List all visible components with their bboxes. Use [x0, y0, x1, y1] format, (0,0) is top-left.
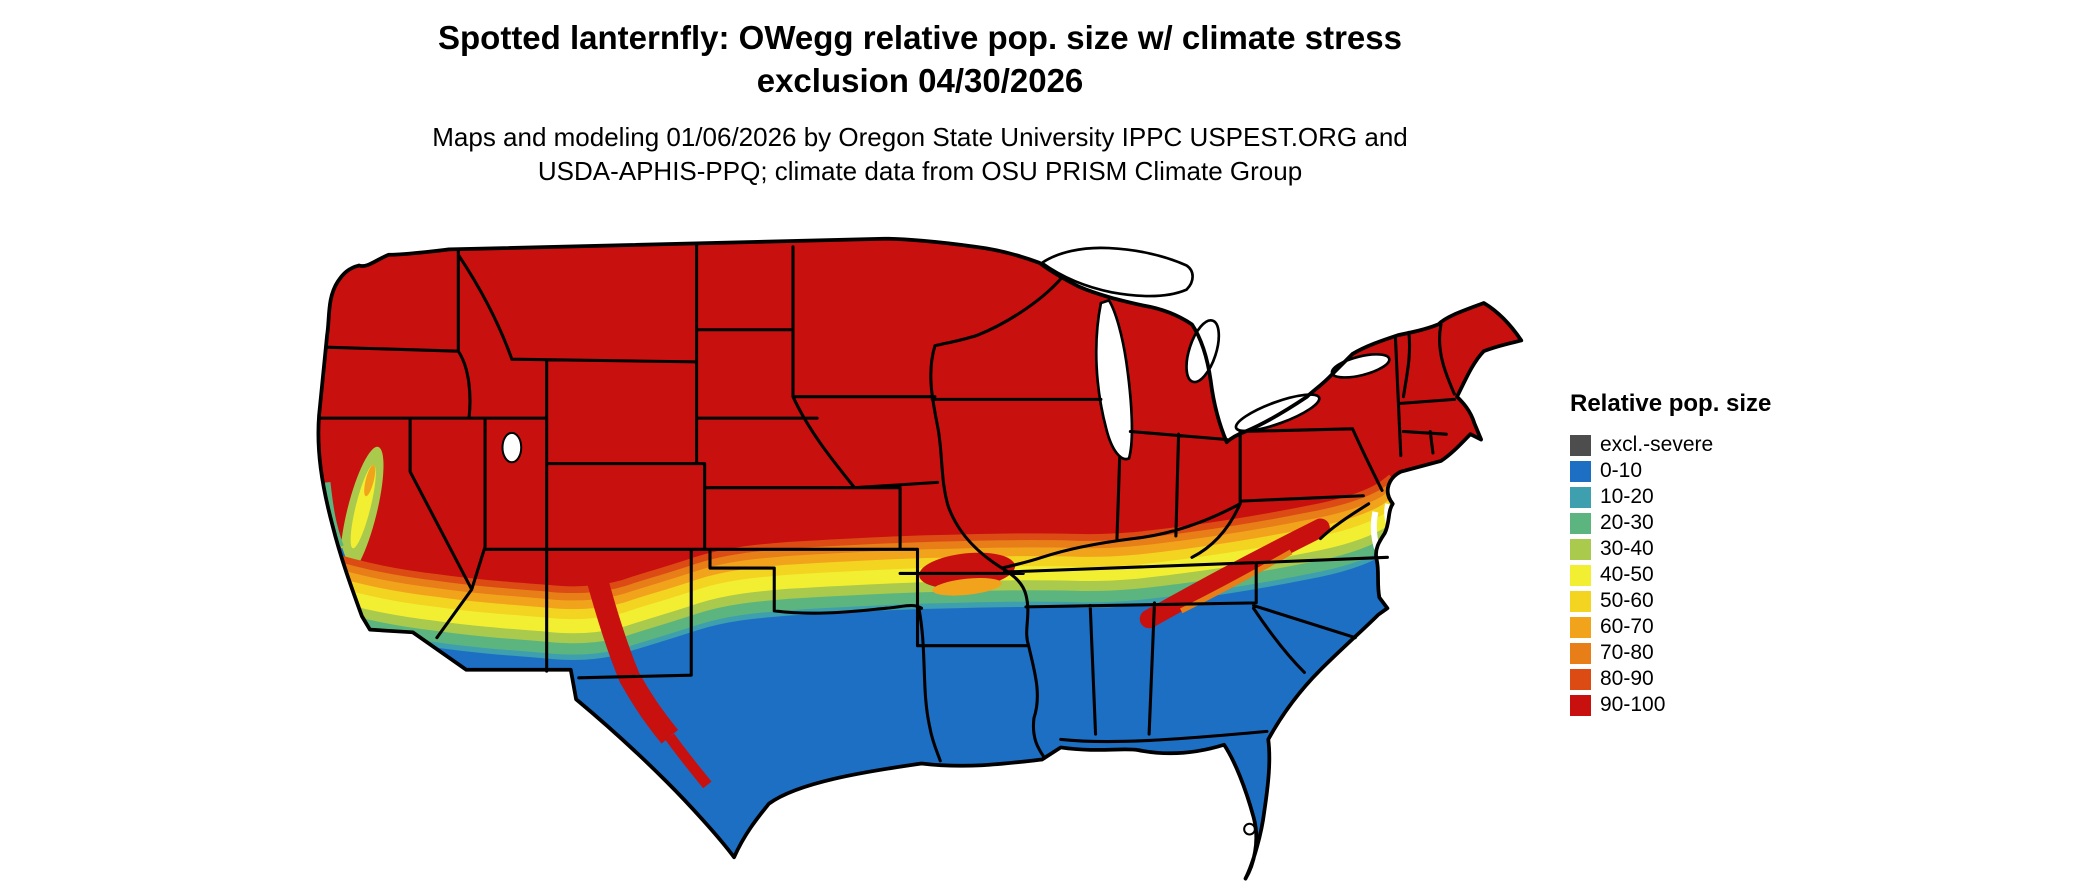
raster-ozark-orange-rim: [932, 578, 1002, 596]
legend-entry: 90-100: [1570, 692, 1771, 718]
legend-swatch: [1570, 564, 1591, 586]
legend-entry: excl.-severe: [1570, 432, 1771, 458]
legend-swatch: [1570, 512, 1591, 534]
legend-entry: 50-60: [1570, 588, 1771, 614]
legend-swatch: [1570, 694, 1591, 716]
legend-swatch: [1570, 668, 1591, 690]
legend-entry: 60-70: [1570, 614, 1771, 640]
legend-entry-label: 60-70: [1600, 615, 1654, 638]
legend-entry: 30-40: [1570, 536, 1771, 562]
legend-entry-label: 50-60: [1600, 589, 1654, 612]
legend-swatch: [1570, 460, 1591, 482]
subtitle-line-1: Maps and modeling 01/06/2026 by Oregon S…: [432, 122, 1408, 152]
raster-rio-grande-red: [665, 733, 712, 789]
raster-california-valley: [340, 446, 384, 577]
lake-michigan: [1094, 298, 1134, 461]
legend-entry-label: 0-10: [1600, 459, 1643, 482]
page-title: Spotted lanternfly: OWegg relative pop. …: [0, 16, 1840, 102]
legend-swatch: [1570, 434, 1591, 456]
us-raster-map: [316, 236, 1524, 881]
legend-entry: 80-90: [1570, 666, 1771, 692]
state-borders: [317, 242, 1456, 763]
page-subtitle: Maps and modeling 01/06/2026 by Oregon S…: [0, 120, 1840, 188]
legend-entry-label: excl.-severe: [1600, 433, 1714, 456]
title-line-2: exclusion 04/30/2026: [756, 62, 1084, 99]
legend-entry-label: 20-30: [1600, 511, 1654, 534]
lake-superior: [1039, 246, 1194, 298]
legend-swatch: [1570, 616, 1591, 638]
legend-entry: 70-80: [1570, 640, 1771, 666]
lake-okeechobee: [1243, 822, 1256, 836]
legend-entry-label: 40-50: [1600, 563, 1654, 586]
legend-swatch: [1570, 590, 1591, 612]
legend-entry-label: 10-20: [1600, 485, 1654, 508]
legend-entry-label: 80-90: [1600, 667, 1654, 690]
title-line-1: Spotted lanternfly: OWegg relative pop. …: [438, 19, 1402, 56]
legend-entry: 10-20: [1570, 484, 1771, 510]
legend-title: Relative pop. size: [1570, 390, 1772, 417]
legend-swatch: [1570, 538, 1591, 560]
legend-entry: 20-30: [1570, 510, 1771, 536]
legend-entry-label: 90-100: [1600, 693, 1666, 716]
us-outline: [316, 236, 1524, 881]
legend-swatch: [1570, 486, 1591, 508]
raster-appalachian-red-finger: [1139, 518, 1330, 629]
subtitle-line-2: USDA-APHIS-PPQ; climate data from OSU PR…: [537, 156, 1303, 186]
great-salt-lake: [501, 431, 523, 464]
legend-entry-label: 70-80: [1600, 641, 1654, 664]
legend-entry-label: 30-40: [1600, 537, 1654, 560]
map-legend: Relative pop. size excl.-severe 0-10 10-20…: [1570, 390, 1771, 718]
legend-entry: 0-10: [1570, 458, 1771, 484]
chesapeake-bay: [1370, 511, 1387, 565]
raster-zone-60-70: [364, 465, 376, 497]
legend-swatch: [1570, 642, 1591, 664]
legend-entries: excl.-severe 0-10 10-20 20-30 30-40 40-50 50-6…: [1570, 432, 1771, 718]
legend-entry: 40-50: [1570, 562, 1771, 588]
